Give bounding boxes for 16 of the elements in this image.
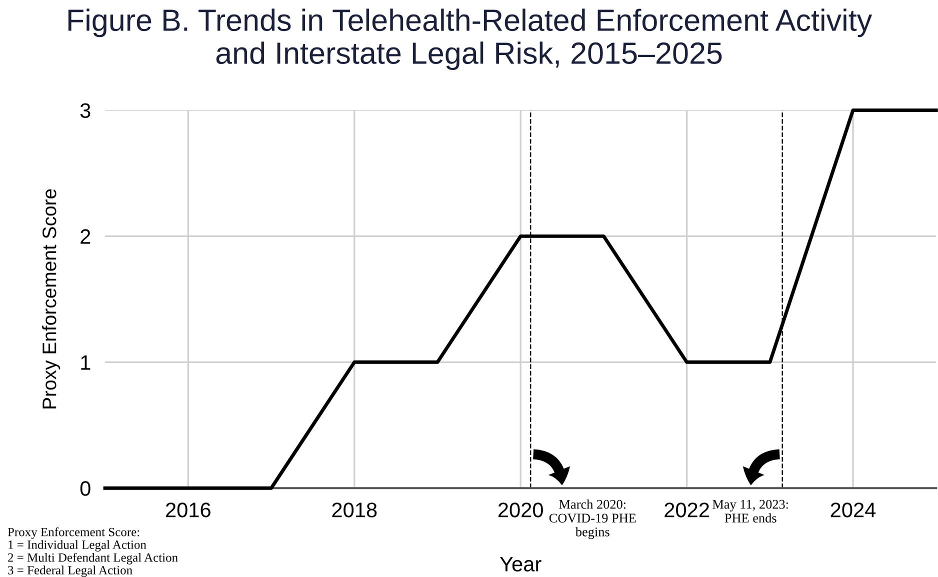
y-tick-label: 0 [80, 481, 90, 496]
x-tick-label: 2016 [166, 502, 210, 518]
line-series [103, 108, 938, 490]
x-tick-label: 2018 [332, 502, 377, 518]
y-tick-label: 3 [80, 103, 90, 118]
chart-title: Figure B. Trends in Telehealth-Related Enforcement Activity and Interstate Legal Risk, 2015–2025 [68, 8, 872, 70]
x-tick-label: 2024 [830, 502, 876, 518]
text: Proxy Enforcement Score: 1 = Individual Legal Action 2 = Multi Defendant Legal Action 3 = Federal Legal Action [8, 527, 178, 577]
x-axis-title: Year [500, 556, 542, 572]
ref-line-label: March 2020: COVID-19 PHE begins [549, 499, 636, 540]
x-tick-label: 2020 [498, 502, 543, 518]
y-tick-label: 2 [80, 229, 90, 244]
y-tick-label: 1 [81, 355, 90, 370]
y-axis-title: Proxy Enforcement Score [42, 189, 60, 408]
ref-line-label: May 11, 2023: PHE ends [712, 500, 788, 523]
x-tick-label: 2022 [664, 502, 709, 518]
